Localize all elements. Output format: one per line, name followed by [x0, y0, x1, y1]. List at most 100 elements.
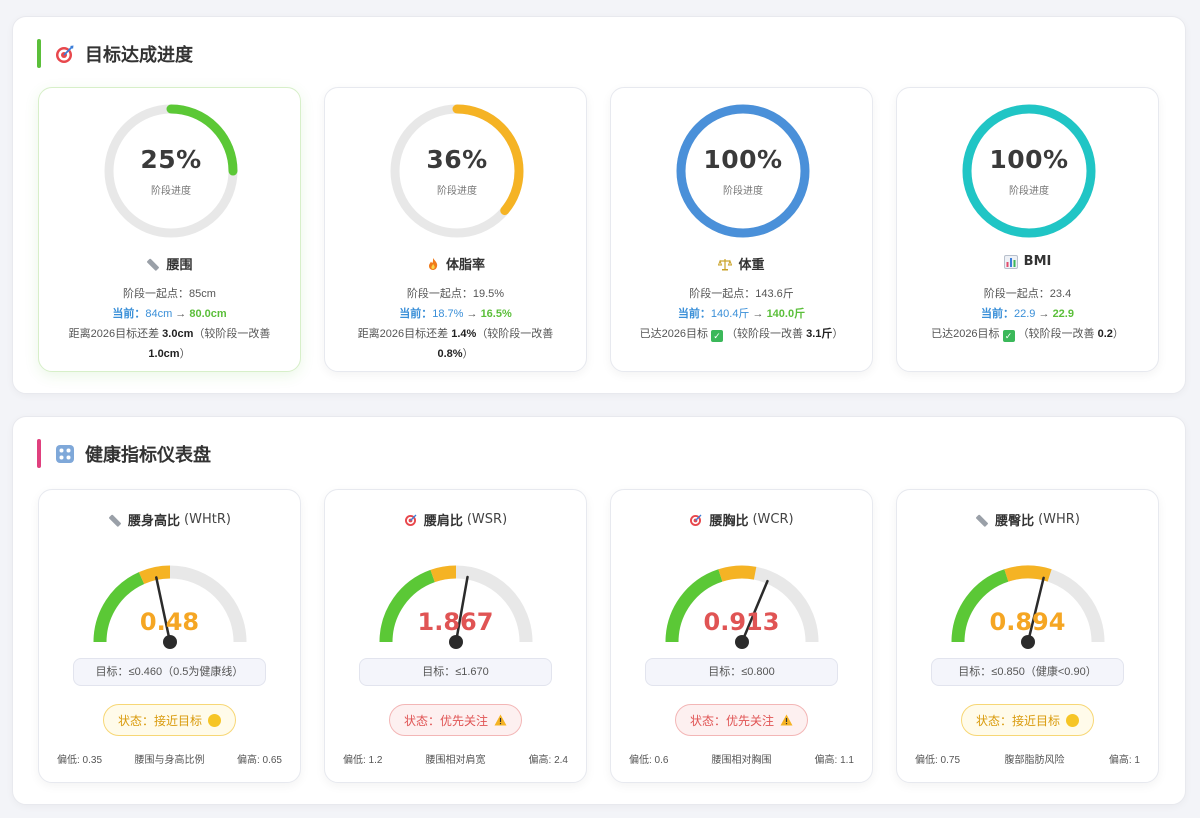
gauge-needle: [155, 576, 172, 644]
goal-details: 阶段一起点：23.4 当前：22.9 → 22.9 已达2026目标 ✓ （较阶段一…: [909, 284, 1146, 344]
target-icon: [404, 513, 418, 527]
goal-name: 体重: [611, 254, 872, 273]
progress-ring: 25% 阶段进度: [103, 103, 239, 239]
goal-card-bmi[interactable]: 100% 阶段进度 BMI 阶段一起点：23.4 当前：22.9 → 22.9 …: [896, 87, 1159, 372]
gauge-orange-zone: [718, 565, 757, 582]
progress-percent: 25%: [140, 145, 202, 174]
gauge-green-zone: [93, 572, 145, 643]
section-header-dashboard: 健康指标仪表盘: [37, 439, 211, 468]
scale-legend: 偏低: 1.2 腰围相对肩宽 偏高: 2.4: [343, 751, 568, 766]
progress-label: 阶段进度: [1009, 186, 1049, 197]
scale-low: 偏低: 0.75: [915, 755, 961, 766]
section-accent-bar: [37, 39, 41, 68]
gauge-chart: [93, 565, 247, 649]
gauge-needle-hub: [735, 635, 749, 649]
gauge-value: 0.48: [139, 608, 200, 636]
scale-low: 偏低: 0.35: [57, 755, 103, 766]
gauge-needle: [740, 579, 769, 644]
current-line: 当前：22.9 → 22.9: [981, 308, 1074, 320]
health-dashboard-panel: 健康指标仪表盘 腰身高比 (WHtR) 0.48 目标：≤0.460（0.5为健康…: [12, 416, 1186, 805]
progress-label: 阶段进度: [437, 186, 477, 197]
ruler-icon: [108, 513, 122, 527]
ruler-icon: [146, 257, 160, 271]
progress-percent: 100%: [989, 145, 1069, 174]
gauge-chart: [951, 565, 1105, 649]
ruler-icon: [975, 513, 989, 527]
ring-progress-arc: [962, 104, 1096, 238]
scale-icon: [718, 257, 733, 271]
fire-icon: [426, 257, 440, 271]
current-line: 当前：140.4斤 → 140.0斤: [677, 308, 806, 320]
remain-line: 距离2026目标还差 1.4%（较阶段一改善 0.8%）: [357, 328, 554, 360]
scale-low: 偏低: 0.6: [629, 755, 669, 766]
gauge-needle: [1026, 576, 1045, 644]
target-box: 目标：≤0.800: [645, 658, 838, 686]
status-badge: 状态：优先关注: [389, 704, 523, 736]
gauge-title: 腰臀比 (WHR): [897, 510, 1158, 529]
goal-name: 体脂率: [325, 254, 586, 273]
section-header-goals: 目标达成进度: [37, 39, 193, 68]
bar-chart-icon: [1003, 254, 1018, 269]
gauge-card-wsr[interactable]: 腰肩比 (WSR) 1.867 目标：≤1.670 状态：优先关注 偏低: 1.2…: [324, 489, 587, 783]
gauge-card-whtr[interactable]: 腰身高比 (WHtR) 0.48 目标：≤0.460（0.5为健康线） 状态：接近…: [38, 489, 301, 783]
scale-high: 偏高: 1: [1108, 755, 1140, 766]
scale-desc: 腰围与身高比例: [134, 755, 205, 766]
progress-label: 阶段进度: [151, 186, 191, 197]
ring-progress-arc: [104, 104, 238, 238]
target-box: 目标：≤0.460（0.5为健康线）: [73, 658, 266, 686]
scale-high: 偏高: 2.4: [528, 755, 568, 766]
section-title: 健康指标仪表盘: [85, 444, 211, 466]
goal-card-body-fat[interactable]: 36% 阶段进度 体脂率 阶段一起点：19.5% 当前：18.7% → 16.5…: [324, 87, 587, 372]
gauge-needle: [454, 575, 469, 644]
yellow-circle-icon: [1066, 713, 1080, 727]
progress-label: 阶段进度: [723, 186, 763, 197]
status-badge: 状态：优先关注: [675, 704, 809, 736]
gauge-title: 腰身高比 (WHtR): [39, 510, 300, 529]
gauge-green-zone: [951, 569, 1009, 643]
target-icon: [55, 44, 75, 64]
scale-low: 偏低: 1.2: [343, 755, 383, 766]
status-badge: 状态：接近目标: [961, 704, 1095, 736]
start-line: 阶段一起点：85cm: [123, 288, 216, 300]
target-box: 目标：≤1.670: [359, 658, 552, 686]
gauge-needle-hub: [163, 635, 177, 649]
scale-desc: 腰围相对肩宽: [425, 755, 486, 766]
scale-high: 偏高: 0.65: [236, 755, 282, 766]
goal-name: BMI: [897, 254, 1158, 269]
gauge-needle-hub: [1021, 635, 1035, 649]
gauge-card-whr[interactable]: 腰臀比 (WHR) 0.894 目标：≤0.850（健康<0.90） 状态：接近目…: [896, 489, 1159, 783]
scale-legend: 偏低: 0.6 腰围相对胸围 偏高: 1.1: [629, 751, 854, 766]
remain-line: 距离2026目标还差 3.0cm（较阶段一改善 1.0cm）: [68, 328, 271, 360]
gauge-value: 0.913: [703, 608, 780, 636]
scale-desc: 腹部脂肪风险: [1004, 755, 1065, 766]
progress-percent: 36%: [426, 145, 488, 174]
check-icon: ✓: [711, 330, 724, 342]
goal-details: 阶段一起点：19.5% 当前：18.7% → 16.5% 距离2026目标还差 …: [337, 284, 574, 364]
scale-legend: 偏低: 0.75 腹部脂肪风险 偏高: 1: [915, 751, 1140, 766]
gauge-orange-zone: [138, 565, 171, 585]
goal-card-weight[interactable]: 100% 阶段进度 体重 阶段一起点：143.6斤 当前：140.4斤 → 14…: [610, 87, 873, 372]
ring-progress-arc: [390, 104, 524, 238]
gauge-chart: [665, 565, 819, 649]
achieved-line: 已达2026目标 ✓ （较阶段一改善 0.2）: [931, 328, 1124, 342]
gauge-card-wcr[interactable]: 腰胸比 (WCR) 0.913 目标：≤0.800 状态：优先关注 偏低: 0.6…: [610, 489, 873, 783]
progress-percent: 100%: [703, 145, 783, 174]
progress-ring: 100% 阶段进度: [675, 103, 811, 239]
status-badge: 状态：接近目标: [103, 704, 237, 736]
gauge-chart: [379, 565, 533, 649]
scale-high: 偏高: 1.1: [814, 755, 854, 766]
scale-legend: 偏低: 0.35 腰围与身高比例 偏高: 0.65: [57, 751, 282, 766]
yellow-circle-icon: [208, 713, 222, 727]
goal-progress-panel: 目标达成进度 25% 阶段进度 腰围 阶段一起点：85cm 当前：84cm → …: [12, 16, 1186, 394]
target-box: 目标：≤0.850（健康<0.90）: [931, 658, 1124, 686]
warning-icon: [780, 714, 793, 726]
achieved-line: 已达2026目标 ✓ （较阶段一改善 3.1斤）: [639, 328, 844, 342]
gauge-green-zone: [665, 569, 723, 643]
current-line: 当前：18.7% → 16.5%: [399, 308, 512, 320]
gauge-value: 0.894: [989, 608, 1066, 636]
gauge-value: 1.867: [417, 608, 494, 636]
gauge-orange-zone: [1004, 565, 1052, 582]
target-icon: [689, 513, 703, 527]
goal-card-waist[interactable]: 25% 阶段进度 腰围 阶段一起点：85cm 当前：84cm → 80.0cm …: [38, 87, 301, 372]
scale-desc: 腰围相对胸围: [711, 755, 772, 766]
